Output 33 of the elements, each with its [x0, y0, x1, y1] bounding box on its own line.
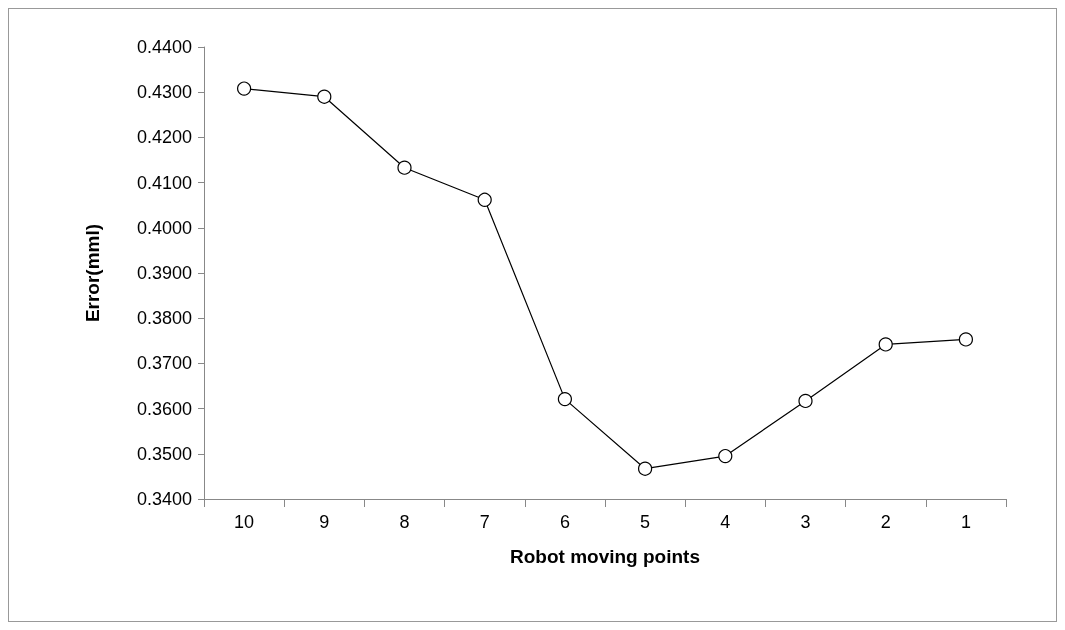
- x-axis-title: Robot moving points: [510, 546, 700, 567]
- x-tick-label: 7: [479, 512, 490, 532]
- x-tick-label: 5: [640, 512, 651, 532]
- x-tick-label: 8: [399, 512, 410, 532]
- point: [557, 392, 572, 407]
- x-tick-label: 2: [880, 512, 891, 532]
- y-tick-label: 0.3800: [136, 308, 192, 329]
- x-tick-label: 1: [960, 512, 971, 532]
- point: [237, 81, 252, 96]
- point: [638, 461, 653, 476]
- point: [718, 448, 733, 464]
- y-tick-label: 0.3500: [136, 443, 192, 464]
- y-tick-label: 0.3400: [136, 489, 192, 509]
- y-tick-label: 0.4000: [136, 217, 192, 238]
- x-tick-label: 6: [559, 512, 570, 532]
- x-tick-label: 9: [319, 512, 330, 532]
- y-tick-label: 0.3700: [136, 353, 192, 374]
- y-tick-label: 0.4100: [136, 172, 192, 193]
- point: [317, 89, 332, 104]
- point: [958, 332, 973, 347]
- x-tick-label: 3: [800, 512, 811, 532]
- x-tick-label: 10: [234, 512, 255, 532]
- y-tick-label: 0.4300: [136, 82, 192, 103]
- y-tick-label: 0.4200: [136, 127, 192, 148]
- point: [878, 337, 893, 352]
- y-axis-title: Error(mml): [82, 223, 103, 323]
- x-tick-label: 4: [720, 512, 731, 532]
- point: [798, 393, 813, 409]
- point: [397, 160, 412, 175]
- point: [477, 192, 492, 207]
- y-tick-label: 0.4400: [136, 37, 192, 57]
- y-tick-label: 0.3900: [136, 263, 192, 283]
- y-tick-label: 0.3600: [136, 398, 192, 419]
